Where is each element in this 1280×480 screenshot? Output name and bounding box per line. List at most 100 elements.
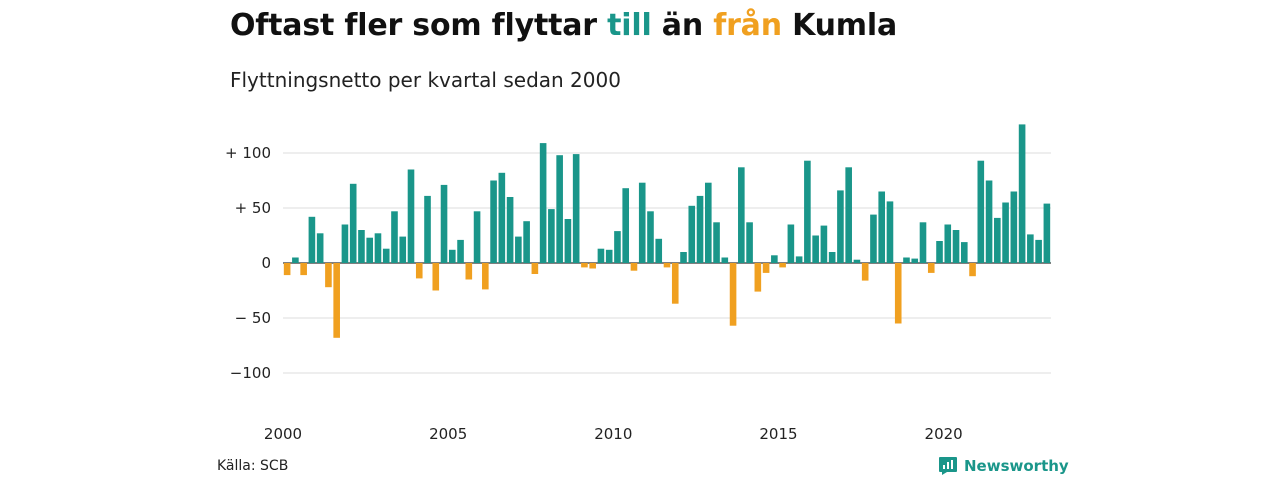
bar [308,216,316,263]
title-part-2: än [651,8,714,43]
bar [597,248,605,263]
x-tick-label: 2020 [925,425,963,443]
logo-text: Newsworthy [964,457,1069,475]
bar [415,263,423,279]
bar [828,252,836,263]
y-tick-label: − 50 [235,309,271,327]
bar [779,263,786,268]
title-part-3: Kumla [781,8,897,43]
bar [878,191,886,263]
bar [622,188,630,263]
bar [911,258,919,263]
bar [581,263,588,268]
bar [919,222,927,263]
bar [498,172,506,263]
bar [382,248,390,263]
y-tick-label: + 50 [235,199,271,217]
bar [1035,239,1042,263]
bar [671,263,679,304]
bar [746,222,753,263]
bar [738,167,745,263]
bar [531,263,539,274]
bar [341,224,349,263]
bar [374,233,382,263]
bar [1002,202,1009,263]
bar [903,257,910,263]
bar [448,249,456,263]
bar [457,239,464,263]
source-note: Källa: SCB [217,458,289,474]
bar [506,197,514,263]
bar [861,263,869,281]
bar [407,169,415,263]
y-tick-label: 0 [261,254,271,272]
bar [985,180,993,263]
bar [812,235,819,263]
bar [729,263,737,326]
bar [564,219,572,263]
bar [795,256,803,263]
x-tick-label: 2015 [759,425,797,443]
bar [696,195,704,263]
bar-chart: + 100 + 50 0 − 50 −100 2000 2005 2010 2015 2020 [225,124,1051,443]
bar [399,236,407,263]
bar [589,263,596,269]
x-tick-label: 2000 [264,425,302,443]
bar [548,209,555,263]
bar [927,263,935,273]
axis-labels: + 100 + 50 0 − 50 −100 2000 2005 2010 2015 2020 [225,144,963,443]
bar [614,231,621,263]
bar [473,211,481,263]
bar [787,224,795,263]
bars [283,124,1051,338]
bar [333,263,340,338]
bar [349,183,357,263]
bar [325,263,332,288]
bar [440,184,448,263]
bar [605,249,613,263]
bar [1018,124,1026,264]
chart-title: Oftast fler som flyttar till än från Kum… [230,8,897,43]
bar [366,237,374,263]
x-tick-label: 2010 [594,425,632,443]
y-tick-label: −100 [230,364,271,382]
bar [1010,191,1018,263]
newsworthy-logo: Newsworthy [938,456,1069,476]
bar [994,217,1001,263]
bar [845,167,852,263]
bar [969,263,976,277]
bar [762,263,770,273]
bar [894,263,902,324]
title-word-fran: från [713,8,782,43]
bar [688,205,696,263]
bar [771,255,778,263]
bar [539,143,547,263]
bar [424,195,431,263]
bar [655,238,663,263]
bar [432,263,440,291]
bar [572,154,580,263]
bar [1027,234,1034,263]
bar [754,263,762,292]
bar [952,230,960,263]
bar [292,257,299,263]
bar [936,241,943,263]
bar [704,182,712,263]
bar [820,225,828,263]
bar [556,155,563,263]
bar [647,211,654,263]
bar [663,263,671,268]
bar [515,236,522,263]
bar [283,263,291,276]
bar [358,230,365,263]
bar [1043,203,1051,263]
y-tick-label: + 100 [225,144,271,162]
bar [300,263,307,276]
bar [960,242,968,263]
title-word-till: till [607,8,652,43]
bar [721,257,729,263]
bar [638,182,646,263]
bar [482,263,489,290]
bar [523,221,530,263]
bar [804,160,811,263]
